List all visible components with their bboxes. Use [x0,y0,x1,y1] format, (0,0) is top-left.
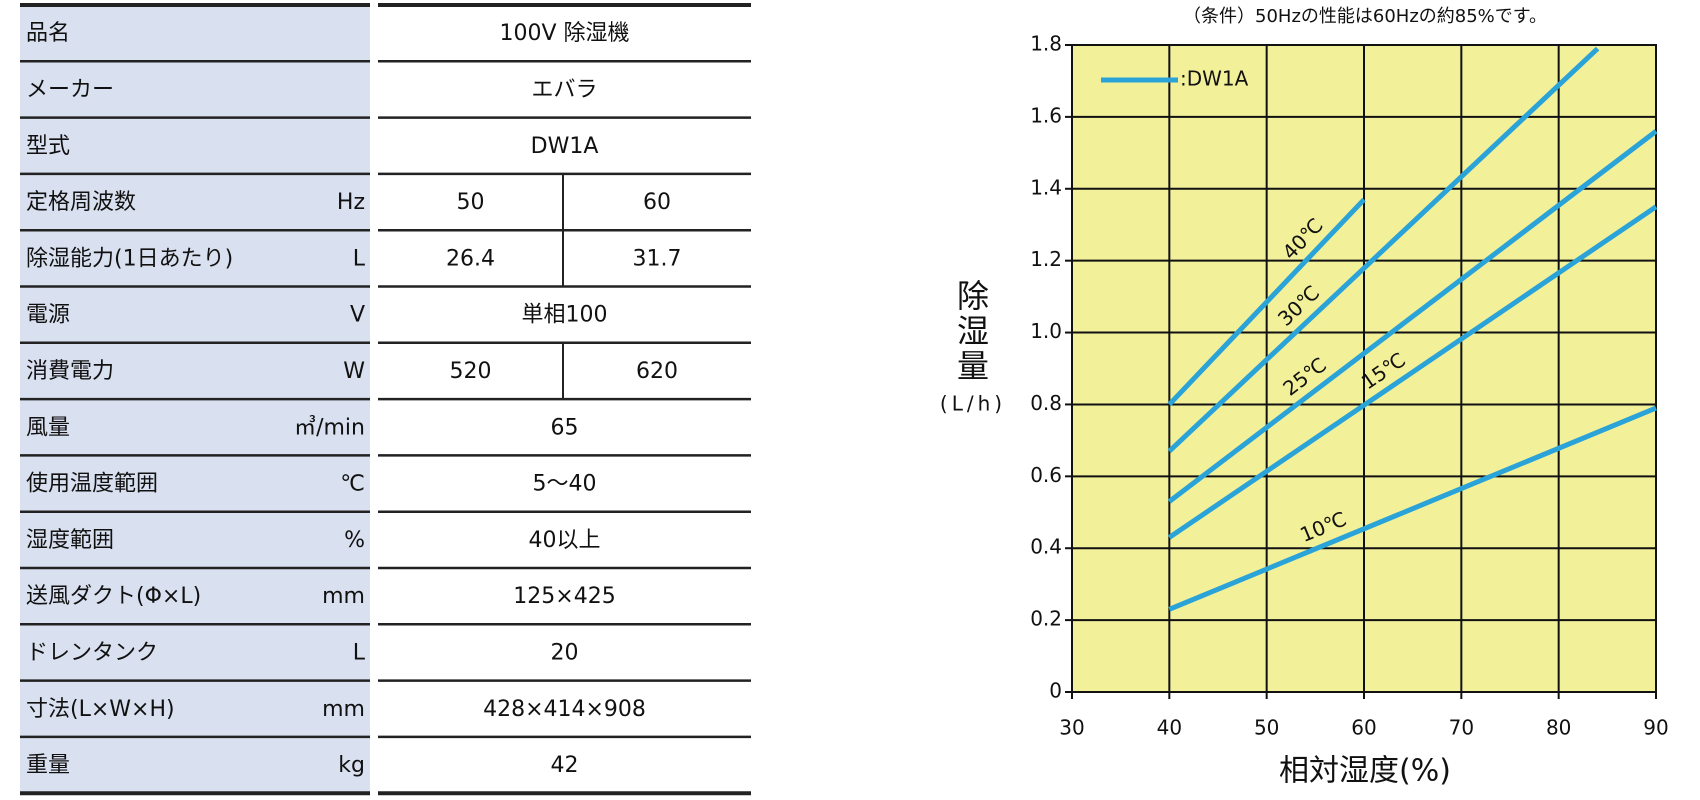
row-label: 除湿能力(1日あたり) [26,246,233,271]
row-value: 40以上 [529,528,601,553]
y-tick-label: 1.0 [1030,319,1062,343]
row-label: 型式 [26,134,70,159]
row-value: 100V 除湿機 [499,21,629,46]
row-value: 428×414×908 [483,697,646,722]
x-tick-label: 30 [1059,716,1084,740]
label-cell [20,399,370,456]
row-value: 65 [551,415,579,440]
row-unit: ㎥/min [294,414,365,440]
row-value: 520 [450,359,492,384]
data-line [1167,197,1366,407]
row-label: 送風ダクト(Φ×L) [26,584,201,609]
chart-title: （条件）50Hzの性能は60Hzの約85%です。 [1183,6,1547,27]
row-value: 60 [643,190,671,215]
row-unit: mm [322,584,365,609]
row-unit: kg [338,753,365,778]
x-tick-label: 50 [1254,716,1279,740]
row-label: 消費電力 [26,359,114,384]
row-value: 5〜40 [533,472,597,497]
label-cell [20,286,370,343]
row-unit: L [353,640,366,665]
label-cell [20,455,370,512]
y-axis-label-char: 除 [957,277,989,315]
row-unit: Hz [337,190,365,215]
x-tick-label: 80 [1546,716,1571,740]
row-value: 20 [551,640,579,665]
row-unit: % [344,528,365,553]
label-cell [20,61,370,118]
plot-frame [1071,44,1657,693]
row-value: 50 [457,190,485,215]
label-cell [20,117,370,174]
label-cell [20,511,370,568]
label-cell [20,230,370,287]
row-label: 使用温度範囲 [26,472,158,497]
x-tick-label: 90 [1643,716,1668,740]
y-axis-unit: (L/h) [940,392,1006,416]
label-cell [20,736,370,794]
y-tick-label: 0.6 [1030,463,1062,487]
row-label: 品名 [26,21,70,46]
row-unit: mm [322,697,365,722]
data-line [1167,204,1658,540]
label-cell [20,624,370,681]
row-value: 42 [551,753,579,778]
y-tick-label: 0.2 [1030,607,1062,631]
row-label: 重量 [26,753,70,778]
row-value: 単相100 [522,303,608,328]
row-label: 電源 [26,303,70,328]
y-tick-label: 0.4 [1030,535,1062,559]
row-label: 定格周波数 [26,190,136,215]
x-tick-label: 60 [1351,716,1376,740]
x-tick-label: 40 [1157,716,1182,740]
y-tick-label: 1.6 [1030,103,1062,127]
data-line [1167,129,1658,504]
data-line [1167,46,1600,453]
y-axis-label-char: 量 [957,347,989,385]
row-value: 125×425 [513,584,615,609]
label-cell [20,173,370,231]
row-value: DW1A [531,134,599,159]
row-unit: ℃ [340,472,365,497]
row-label: 寸法(L×W×H) [26,697,175,722]
y-axis-label-char: 湿 [957,312,989,350]
y-tick-label: 0.8 [1030,391,1062,415]
label-cell [20,680,370,737]
y-tick-label: 0 [1049,679,1062,703]
row-value: 26.4 [446,246,495,271]
label-cell [20,568,370,625]
label-cell [20,342,370,400]
row-label: 風量 [26,415,70,440]
y-tick-label: 1.2 [1030,247,1062,271]
x-tick-label: 70 [1449,716,1474,740]
label-cell [20,5,370,62]
data-line [1168,405,1657,612]
x-axis-label: 相対湿度(%) [1279,754,1451,789]
y-tick-label: 1.8 [1030,32,1062,56]
y-tick-label: 1.4 [1030,175,1062,199]
row-unit: W [343,359,365,384]
row-label: メーカー [26,77,114,102]
row-value: 620 [636,359,678,384]
legend-label: :DW1A [1180,67,1249,91]
row-unit: V [350,303,365,328]
y-axis-label: 除湿量 [957,277,989,385]
row-value: エバラ [531,77,597,102]
row-label: 湿度範囲 [26,528,114,553]
row-unit: L [353,246,366,271]
row-label: ドレンタンク [26,640,158,665]
row-value: 31.7 [633,246,682,271]
